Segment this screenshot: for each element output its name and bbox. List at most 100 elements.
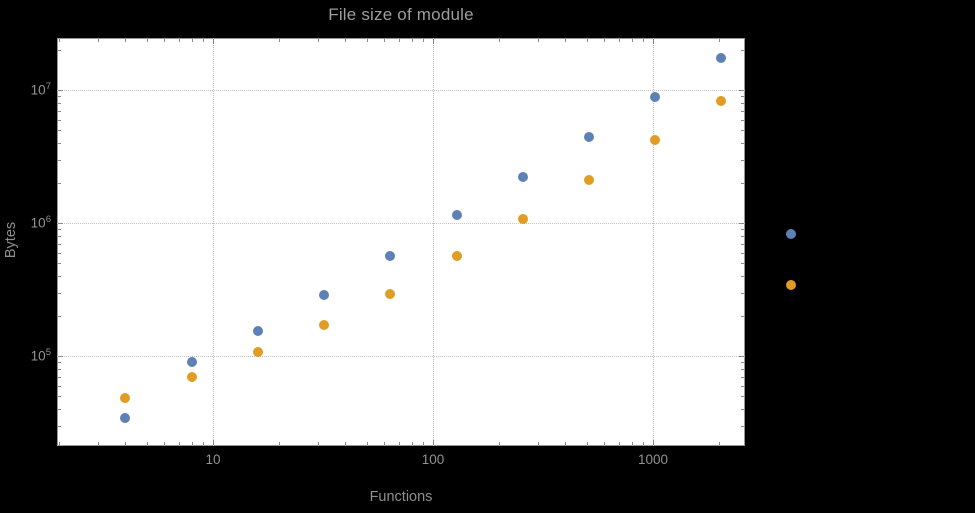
y-tick (58, 315, 61, 317)
x-tick (178, 39, 180, 42)
data-point (186, 357, 197, 368)
x-tick (411, 39, 413, 42)
y-gridline (57, 90, 745, 91)
x-tick (345, 39, 347, 42)
x-tick (191, 442, 193, 445)
y-tick (58, 376, 61, 378)
x-tick (422, 442, 424, 445)
x-tick (653, 440, 654, 445)
x-tick (398, 39, 400, 42)
x-gridline (653, 38, 654, 446)
y-gridline (57, 356, 745, 357)
x-tick (59, 442, 61, 445)
y-tick (58, 102, 61, 104)
y-tick (741, 96, 744, 98)
x-axis-label: Functions (369, 489, 433, 505)
y-tick (741, 110, 744, 112)
data-point (650, 92, 661, 103)
y-tick (739, 356, 744, 357)
y-tick (741, 376, 744, 378)
y-tick (58, 252, 61, 254)
x-gridline (213, 38, 214, 446)
y-tick (58, 142, 61, 144)
y-tick (741, 130, 744, 132)
data-point (584, 132, 595, 143)
y-tick-label: 105 (30, 347, 51, 364)
data-point (517, 213, 528, 224)
x-tick (317, 442, 319, 445)
y-tick (58, 292, 61, 294)
y-tick (741, 396, 744, 398)
data-point (716, 95, 727, 106)
y-tick (741, 385, 744, 387)
x-tick (366, 39, 368, 42)
x-tick (499, 39, 501, 42)
x-tick (146, 39, 148, 42)
data-point (451, 251, 462, 262)
x-tick (586, 39, 588, 42)
x-tick (618, 39, 620, 42)
data-point (385, 288, 396, 299)
x-tick (125, 442, 127, 445)
legend-marker (786, 280, 796, 290)
y-tick (58, 235, 61, 237)
y-tick (58, 96, 61, 98)
data-point (252, 325, 263, 336)
x-tick (164, 442, 166, 445)
y-tick (58, 110, 61, 112)
y-tick (741, 252, 744, 254)
x-tick (345, 442, 347, 445)
data-point (319, 319, 330, 330)
y-tick (741, 408, 744, 410)
x-tick-label: 10 (205, 452, 221, 467)
y-gridline (57, 223, 745, 224)
x-tick (642, 442, 644, 445)
y-tick (741, 49, 744, 51)
x-tick (317, 39, 319, 42)
y-tick (741, 292, 744, 294)
data-point (716, 52, 727, 63)
data-point (385, 251, 396, 262)
y-tick (58, 229, 61, 231)
y-tick (58, 159, 61, 161)
y-tick (58, 275, 61, 277)
x-tick (384, 442, 386, 445)
y-tick (741, 425, 744, 427)
y-tick-label: 106 (30, 214, 51, 231)
x-tick-label: 1000 (637, 452, 669, 467)
y-tick (741, 263, 744, 265)
x-gridline (433, 38, 434, 446)
y-tick (739, 223, 744, 224)
x-tick (719, 39, 721, 42)
x-tick (366, 442, 368, 445)
x-tick (586, 442, 588, 445)
data-point (120, 413, 131, 424)
x-tick (653, 39, 654, 44)
x-tick (213, 39, 214, 44)
x-tick (537, 39, 539, 42)
data-point (451, 209, 462, 220)
x-tick (604, 442, 606, 445)
x-tick (565, 442, 567, 445)
x-tick (97, 442, 99, 445)
y-tick (58, 396, 61, 398)
data-point (517, 172, 528, 183)
data-point (584, 175, 595, 186)
x-tick (178, 442, 180, 445)
x-tick (213, 440, 214, 445)
x-tick (202, 39, 204, 42)
x-tick (631, 442, 633, 445)
x-tick (537, 442, 539, 445)
y-tick (58, 49, 61, 51)
y-tick (58, 130, 61, 132)
x-tick (433, 440, 434, 445)
y-tick (741, 119, 744, 121)
y-tick (58, 408, 61, 410)
x-tick (279, 442, 281, 445)
x-tick (125, 39, 127, 42)
x-tick (422, 39, 424, 42)
plot-area (57, 38, 745, 446)
x-tick (164, 39, 166, 42)
x-tick (59, 39, 61, 42)
